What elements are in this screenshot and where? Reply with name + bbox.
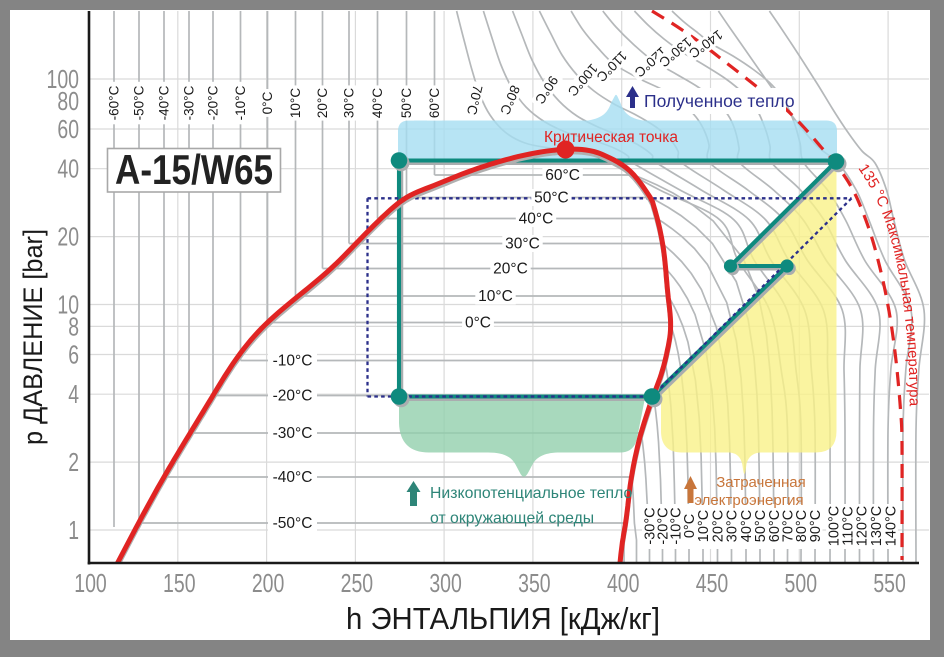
svg-text:30°C: 30°C [342,88,357,118]
svg-text:140°C: 140°C [883,506,899,546]
svg-text:4: 4 [68,379,79,409]
svg-text:10°C: 10°C [288,88,303,118]
svg-text:-40°C: -40°C [157,85,172,120]
svg-text:70°C: 70°C [780,510,796,542]
svg-text:60°C: 60°C [545,167,580,184]
svg-text:100°C: 100°C [827,506,843,546]
svg-text:30°C: 30°C [505,236,540,253]
svg-text:-20°C: -20°C [273,388,313,405]
svg-text:2: 2 [68,447,79,477]
svg-text:20: 20 [57,222,79,252]
svg-text:-60°C: -60°C [107,85,122,120]
svg-text:250: 250 [341,568,374,598]
svg-text:-20°C: -20°C [655,507,671,544]
svg-text:120°C: 120°C [855,506,871,546]
svg-text:70°C: 70°C [464,84,485,117]
svg-text:h ЭНТАЛЬПИЯ [кДж/кг]: h ЭНТАЛЬПИЯ [кДж/кг] [346,602,660,636]
svg-text:10°C: 10°C [478,288,513,305]
svg-text:A-15/W65: A-15/W65 [115,146,273,193]
svg-text:40°C: 40°C [370,88,385,118]
svg-text:60°C: 60°C [767,510,783,542]
svg-text:130°C: 130°C [869,506,885,546]
svg-text:20°C: 20°C [710,510,726,542]
svg-text:500: 500 [785,568,818,598]
svg-text:0°C: 0°C [682,514,698,538]
svg-text:350: 350 [518,568,551,598]
svg-text:50°C: 50°C [534,190,569,207]
svg-text:-30°C: -30°C [273,425,313,442]
svg-text:10°C: 10°C [696,510,712,542]
svg-text:40: 40 [57,154,79,184]
svg-text:150: 150 [163,568,196,598]
svg-text:30°C: 30°C [724,510,740,542]
svg-text:-10°C: -10°C [273,353,313,370]
svg-text:50°C: 50°C [753,510,769,542]
svg-text:20°C: 20°C [493,261,528,278]
svg-text:-10°C: -10°C [233,85,248,120]
svg-text:-50°C: -50°C [273,515,313,532]
svg-text:электроэнергия: электроэнергия [694,492,803,509]
svg-text:1: 1 [68,515,79,545]
svg-text:100: 100 [74,568,107,598]
svg-text:80°C: 80°C [794,510,810,542]
svg-text:110°C: 110°C [841,506,857,545]
svg-text:Низкопотенциальное тепло: Низкопотенциальное тепло [430,485,632,502]
svg-text:Критическая точка: Критическая точка [544,129,678,146]
svg-text:60°C: 60°C [427,88,442,118]
svg-text:50°C: 50°C [399,88,414,118]
svg-text:80: 80 [57,86,79,116]
svg-text:8: 8 [68,311,79,341]
svg-text:400: 400 [607,568,640,598]
svg-text:6: 6 [68,340,79,370]
svg-text:-50°C: -50°C [132,85,147,120]
svg-text:-10°C: -10°C [668,507,684,544]
svg-text:Полученное тепло: Полученное тепло [644,91,795,111]
svg-text:p ДАВЛЕНИЕ [bar]: p ДАВЛЕНИЕ [bar] [18,229,48,445]
svg-text:200: 200 [252,568,285,598]
svg-text:от окружающей среды: от окружающей среды [430,510,594,527]
svg-text:-40°C: -40°C [273,469,313,486]
svg-text:0°C: 0°C [260,91,275,114]
svg-text:550: 550 [873,568,906,598]
svg-text:Затраченная: Затраченная [716,474,806,491]
svg-text:300: 300 [429,568,462,598]
svg-text:-30°C: -30°C [642,507,658,544]
svg-text:90°C: 90°C [808,510,824,542]
svg-text:20°C: 20°C [315,88,330,118]
svg-text:-30°C: -30°C [182,85,197,120]
svg-text:10: 10 [57,290,79,320]
svg-text:0°C: 0°C [465,315,491,332]
svg-text:450: 450 [696,568,729,598]
svg-text:60: 60 [57,114,79,144]
svg-text:40°C: 40°C [519,211,554,228]
svg-text:100: 100 [47,64,80,94]
svg-text:-20°C: -20°C [206,85,221,120]
svg-text:40°C: 40°C [739,510,755,542]
